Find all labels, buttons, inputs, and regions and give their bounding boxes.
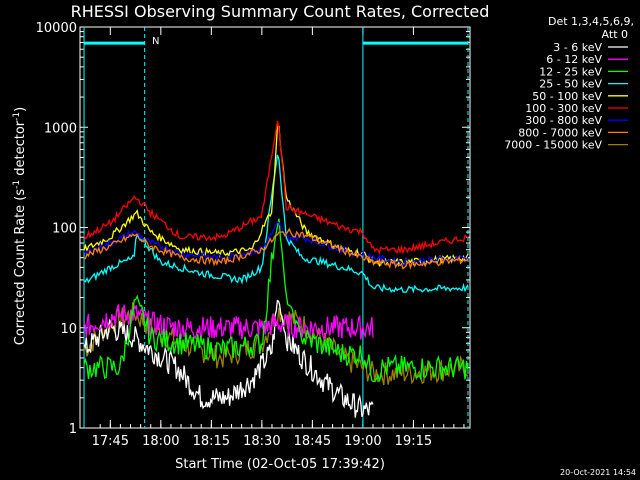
series-line-2 <box>83 218 469 383</box>
legend-label: 50 - 100 keV <box>532 90 602 103</box>
legend-label: 7000 - 15000 keV <box>504 139 602 152</box>
y-label-end: ) <box>13 107 28 112</box>
x-tick-label: 18:00 <box>142 434 179 449</box>
legend-label: 12 - 25 keV <box>539 65 602 78</box>
y-tick-label: 1000 <box>44 121 77 136</box>
legend-label: 6 - 12 keV <box>546 53 602 66</box>
series-line-6 <box>83 221 469 267</box>
x-tick-label: 19:00 <box>344 434 381 449</box>
y-tick-label: 1 <box>69 422 77 437</box>
y-tick-label: 100 <box>52 222 77 237</box>
series-line-3 <box>83 154 469 294</box>
legend-header-detectors: Det 1,3,4,5,6,9, <box>548 15 634 28</box>
x-tick-label: 18:15 <box>193 434 230 449</box>
y-tick-label: 10000 <box>36 21 77 36</box>
y-label-mid: detector <box>13 120 28 180</box>
night-marker: N <box>152 36 159 47</box>
legend-label: 25 - 50 keV <box>539 78 602 91</box>
y-label-sup2: -1 <box>12 112 22 121</box>
y-tick-label: 10 <box>60 322 77 337</box>
series-layer <box>83 120 469 418</box>
x-tick-label: 19:15 <box>395 434 432 449</box>
series-line-0 <box>83 299 374 418</box>
orbit-markers <box>83 27 469 428</box>
legend-label: 800 - 7000 keV <box>518 126 602 139</box>
series-line-7 <box>83 227 469 270</box>
x-tick-label: 18:30 <box>243 434 280 449</box>
legend-header-attenuator: Att 0 <box>602 28 628 41</box>
x-tick-label: 18:45 <box>294 434 331 449</box>
y-label-sup1: -1 <box>12 180 22 189</box>
series-line-5 <box>83 120 469 255</box>
legend-label: 3 - 6 keV <box>553 41 602 54</box>
x-tick-label: 17:45 <box>92 434 129 449</box>
y-axis-label: Corrected Count Rate (s-1 detector-1) <box>12 107 28 345</box>
chart-title: RHESSI Observing Summary Count Rates, Co… <box>71 2 490 21</box>
y-label-main: Corrected Count Rate (s <box>13 189 28 346</box>
x-axis-label: Start Time (02-Oct-05 17:39:42) <box>175 457 385 472</box>
footer-timestamp: 20-Oct-2021 14:54 <box>560 468 636 477</box>
legend-label: 100 - 300 keV <box>525 102 602 115</box>
legend-label: 300 - 800 keV <box>525 114 602 127</box>
